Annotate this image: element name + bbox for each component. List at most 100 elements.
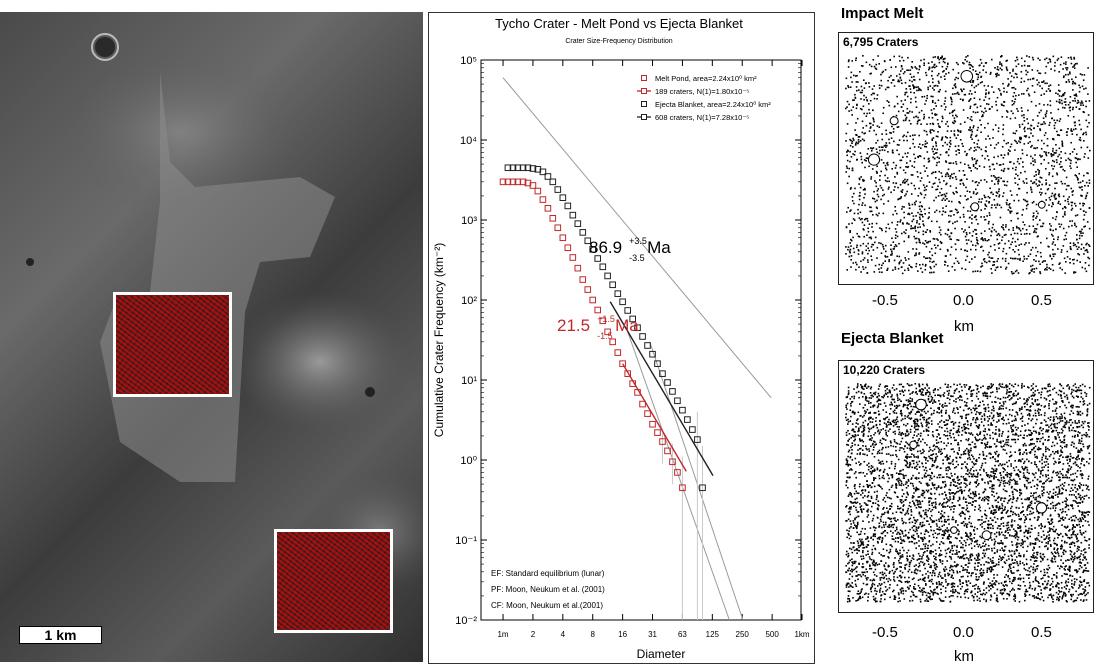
lunar-surface-image (0, 12, 423, 662)
large-crater (1037, 200, 1046, 209)
data-marker (689, 426, 696, 433)
data-marker (634, 389, 641, 396)
data-marker (629, 380, 636, 387)
data-marker (624, 370, 632, 377)
data-marker (619, 298, 626, 306)
data-marker (699, 484, 706, 492)
data-marker (554, 224, 562, 232)
data-marker (519, 178, 527, 186)
data-marker (659, 438, 666, 445)
age-annotation: 86.9 +3.5 -3.5Ma (589, 236, 671, 263)
scale-bar: 1 km (19, 626, 102, 644)
data-marker (599, 317, 607, 325)
data-marker (644, 342, 651, 349)
large-crater (889, 116, 899, 126)
data-marker (609, 338, 616, 346)
data-marker (509, 178, 517, 186)
data-marker (614, 349, 622, 356)
y-axis-label: Cumulative Crater Frequency (km⁻²) (432, 243, 446, 437)
y-tick-label: 10¹ (461, 375, 477, 387)
data-marker (644, 410, 651, 417)
impact-melt-map: 6,795 Craters (838, 32, 1094, 285)
large-crater (960, 70, 974, 83)
map1-xlabel: km (954, 318, 974, 335)
chart-subtitle: Crater Size-Frequency Distribution (565, 38, 672, 45)
age-value: 86.9 (589, 238, 622, 257)
data-marker (589, 296, 597, 304)
y-tick-label: 10⁻¹ (455, 535, 477, 547)
age-value: 21.5 (557, 316, 590, 335)
data-marker (574, 264, 582, 272)
data-marker (544, 205, 552, 212)
data-marker (504, 178, 512, 186)
csfd-chart-panel: Tycho Crater - Melt Pond vs Ejecta Blank… (428, 12, 815, 664)
data-marker (684, 416, 691, 423)
data-marker (559, 234, 567, 242)
age-unit: Ma (615, 316, 639, 335)
ejecta-blanket-map: 10,220 Craters (838, 360, 1094, 613)
data-marker (564, 244, 572, 252)
data-marker (564, 202, 572, 210)
data-marker (669, 388, 676, 395)
data-marker (669, 458, 676, 466)
y-tick-label: 10⁴ (460, 135, 477, 147)
melt-pond-inset (113, 292, 232, 397)
age-plus-error: +3.5 (629, 236, 647, 246)
data-marker (569, 211, 577, 219)
chart-footnote: PF: Moon, Neukum et al. (2001) (491, 585, 605, 594)
x-tick-label: 1m (497, 630, 508, 639)
data-marker (599, 263, 607, 271)
data-marker (584, 286, 592, 293)
data-marker (579, 229, 587, 236)
ejecta-blanket-title: Ejecta Blanket (841, 330, 944, 347)
x-tick-label: 31 (648, 630, 657, 639)
data-marker (524, 164, 532, 172)
legend-marker (641, 88, 647, 94)
x-tick-label: 8 (591, 630, 596, 639)
age-unit: Ma (647, 238, 671, 257)
data-marker (589, 246, 597, 253)
legend-marker (641, 114, 647, 120)
data-marker (604, 272, 611, 280)
fit-line (609, 301, 714, 476)
data-marker (544, 173, 552, 180)
data-marker (579, 276, 587, 283)
y-tick-label: 10⁻² (455, 615, 477, 627)
data-marker (529, 165, 537, 172)
data-marker (674, 397, 681, 405)
data-marker (649, 420, 656, 428)
data-marker (629, 315, 636, 323)
plot-frame (480, 59, 802, 621)
large-crater (950, 526, 958, 534)
x-tick-label: 250 (736, 630, 750, 639)
reference-curve (627, 331, 730, 621)
data-marker (659, 370, 666, 377)
legend-marker (641, 101, 647, 107)
data-marker (654, 360, 661, 367)
y-tick-label: 10³ (461, 215, 477, 227)
x-axis-label: Diameter (637, 647, 686, 661)
fit-line (622, 363, 687, 472)
x-tick-label: 16 (618, 630, 627, 639)
data-marker (539, 196, 547, 203)
legend-entry: 189 craters, N(1)=1.80x10⁻⁵ (655, 87, 749, 96)
data-marker (574, 220, 582, 227)
data-marker (499, 178, 507, 186)
map2-tick-zero: 0.0 (953, 624, 974, 641)
data-marker (554, 186, 562, 193)
data-marker (594, 255, 602, 262)
legend-entry: Ejecta Blanket, area=2.24x10⁰ km² (655, 100, 771, 109)
data-marker (664, 447, 671, 455)
age-annotation: 21.5 +1.5 -1.5Ma (557, 314, 639, 341)
data-marker (639, 333, 646, 340)
legend-marker (641, 75, 647, 81)
chart-title: Tycho Crater - Melt Pond vs Ejecta Blank… (495, 16, 743, 31)
impact-melt-count: 6,795 Craters (843, 35, 919, 49)
map2-xlabel: km (954, 648, 974, 665)
chart-footnote: EF: Standard equilibrium (lunar) (491, 569, 605, 578)
age-minus-error: -1.5 (597, 331, 613, 341)
data-marker (614, 290, 622, 297)
data-marker (679, 484, 686, 492)
x-tick-label: 125 (706, 630, 720, 639)
map1-tick-pos: 0.5 (1031, 292, 1052, 309)
